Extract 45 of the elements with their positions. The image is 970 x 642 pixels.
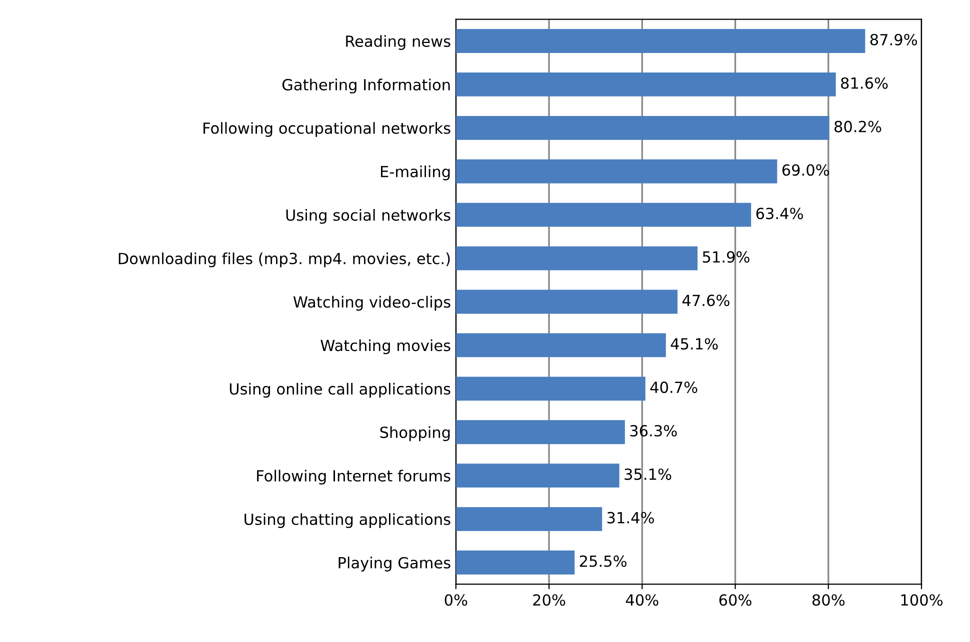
y-tick-label: Playing Games [338, 556, 450, 572]
y-tick-label: Watching video-clips [293, 296, 450, 311]
y-tick-label: Gathering Information [282, 78, 450, 94]
y-tick-label: Using social networks [286, 209, 450, 224]
y-tick-label: Using online call applications [230, 382, 450, 398]
x-tick-label: 100% [901, 594, 942, 606]
data-label: 81.6% [841, 77, 888, 89]
y-tick-label: Following occupational networks [204, 122, 450, 137]
y-tick-label: Reading news [346, 35, 450, 50]
bar [456, 420, 625, 444]
bar [456, 72, 836, 96]
x-tick-label: 60% [719, 594, 752, 606]
bar [456, 333, 666, 358]
data-label: 35.1% [624, 468, 672, 480]
data-label: 36.3% [630, 424, 677, 437]
data-label: 31.4% [607, 512, 654, 524]
data-label: 47.6% [682, 294, 730, 306]
x-tick-label: 40% [626, 594, 658, 606]
bar [456, 464, 620, 488]
bar [456, 290, 678, 314]
bar [456, 116, 830, 140]
bar [456, 507, 602, 531]
bar [456, 550, 575, 574]
data-label: 80.2% [834, 120, 882, 132]
x-tick-label: 80% [812, 594, 845, 606]
data-label: 51.9% [702, 251, 750, 263]
bar [456, 246, 698, 270]
data-label: 87.9% [870, 34, 918, 46]
bar [456, 29, 866, 53]
x-tick-label: 20% [533, 594, 566, 606]
x-tick-label: 0% [444, 594, 468, 606]
bar [456, 202, 752, 227]
data-label: 63.4% [756, 208, 803, 220]
y-tick-label: Downloading files (mp3. mp4. movies, etc.) [118, 252, 450, 268]
y-tick-label: Watching movies [320, 339, 450, 354]
data-label: 45.1% [670, 338, 718, 350]
y-tick-label: Shopping [380, 426, 450, 442]
data-label: 25.5% [580, 555, 626, 567]
bar [456, 159, 778, 184]
y-tick-label: Following Internet forums [257, 470, 450, 485]
y-tick-label: E-mailing [381, 166, 450, 180]
bar [456, 376, 646, 401]
y-tick-label: Using chatting applications [244, 513, 450, 528]
data-label: 40.7% [650, 382, 698, 394]
data-label: 69.0% [782, 164, 830, 176]
